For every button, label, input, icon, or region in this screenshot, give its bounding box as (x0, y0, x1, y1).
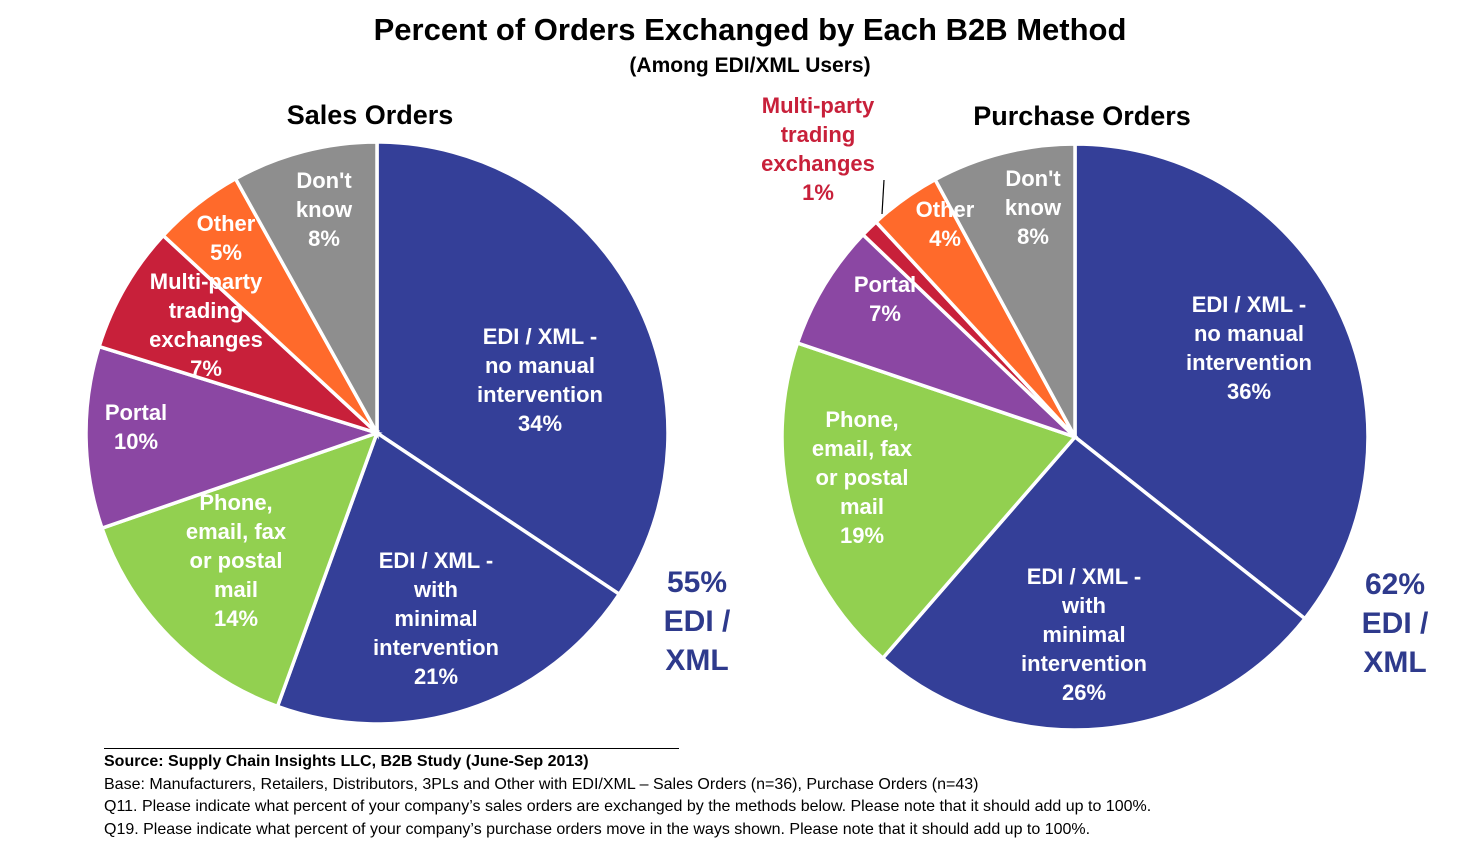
page-subtitle: (Among EDI/XML Users) (629, 54, 871, 77)
pie-slice-portal (795, 232, 1077, 439)
pie-slice-dont_know (233, 140, 379, 440)
edi-total-note: 62% EDI / XML (1362, 568, 1429, 679)
pie-slice-phone (780, 340, 1079, 661)
pie-slice-dont_know (932, 142, 1077, 438)
slice-label-multiparty: Multi-party trading exchanges 1% (761, 93, 875, 205)
leader-line-multiparty (881, 179, 885, 215)
page-title: Percent of Orders Exchanged by Each B2B … (373, 12, 1127, 47)
slice-label-other: Other 5% (197, 211, 256, 265)
footer-q19: Q19. Please indicate what percent of you… (104, 820, 1091, 838)
pie-slice-portal (84, 344, 383, 531)
pie-slice-phone (99, 430, 380, 709)
slice-label-edi_no_manual: EDI / XML -no manual intervention 36% (1186, 292, 1312, 404)
footer-q11: Q11. Please indicate what percent of you… (104, 798, 1152, 815)
pie-chart-purchase-orders: EDI / XML -no manual intervention 36% EDI /… (761, 93, 1429, 732)
slice-label-edi_minimal: EDI / XML -with minimal intervention 26% (1021, 564, 1147, 705)
edi-total-note: 55% EDI / XML (664, 566, 731, 677)
pie-slice-multiparty (96, 233, 379, 435)
chart-title: Sales Orders (287, 100, 454, 130)
footer: Source: Supply Chain Insights LLC, B2B S… (104, 748, 1151, 841)
slice-label-phone: Phone, email, fax or postal mail 19% (812, 407, 913, 548)
slice-label-edi_no_manual: EDI / XML -no manual intervention 34% (477, 324, 603, 436)
slice-label-multiparty: Multi-party trading exchanges 7% (149, 269, 263, 381)
slice-label-edi_minimal: EDI / XML -with minimal intervention 21% (373, 548, 499, 689)
footer-base: Base: Manufacturers, Retailers, Distribu… (104, 775, 979, 793)
pie-slice-edi_minimal (275, 430, 622, 726)
slice-label-dont_know: Don't know 8% (296, 168, 353, 251)
footer-source: Source: Supply Chain Insights LLC, B2B S… (104, 748, 679, 774)
slice-label-phone: Phone, email, fax or postal mail 14% (186, 490, 287, 631)
pie-slice-edi_no_manual (1073, 142, 1370, 622)
pie-slice-edi_minimal (880, 434, 1308, 732)
slice-label-dont_know: Don't know 8% (1005, 166, 1062, 249)
chart-title: Purchase Orders (973, 101, 1191, 131)
slice-label-portal: Portal 7% (854, 272, 916, 326)
pie-chart-sales-orders: EDI / XML -no manual intervention 34% EDI /… (84, 100, 731, 726)
slice-label-other: Other 4% (916, 197, 975, 251)
slice-label-portal: Portal 10% (105, 400, 167, 454)
